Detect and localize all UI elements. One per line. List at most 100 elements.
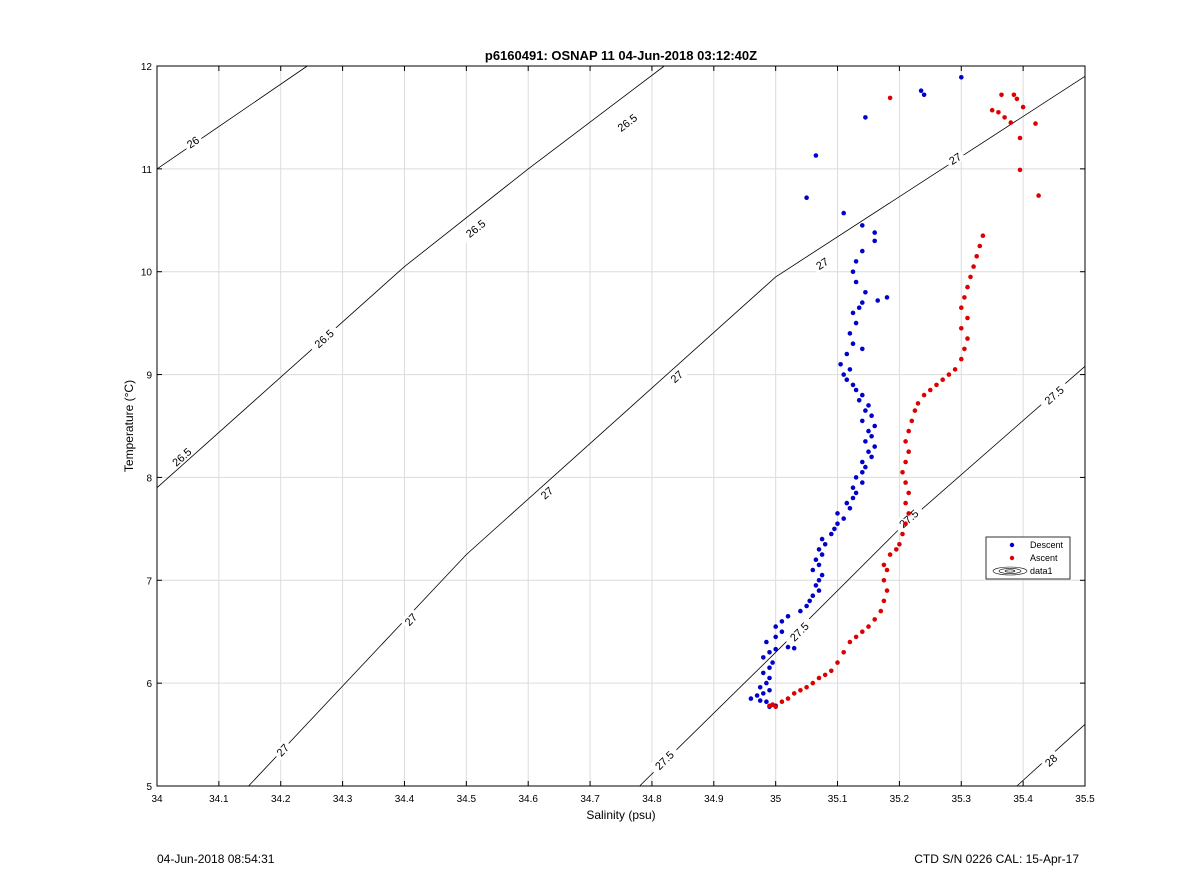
legend-data1-label: data1 (1030, 566, 1053, 576)
descent-point (860, 480, 865, 485)
x-tick-label: 34.9 (704, 794, 724, 805)
ascent-point (999, 92, 1004, 98)
contour-label: 26.5 (458, 213, 492, 244)
descent-point (872, 444, 877, 449)
ascent-point (841, 650, 846, 655)
descent-point (872, 423, 877, 429)
y-tick-label: 9 (146, 371, 152, 382)
ascent-point (906, 449, 911, 455)
descent-point (757, 698, 763, 703)
descent-point (850, 341, 856, 347)
ascent-point (847, 639, 853, 645)
y-tick-label: 10 (141, 268, 153, 279)
ascent-point (928, 387, 933, 393)
descent-point (860, 470, 865, 475)
descent-point (798, 608, 803, 614)
descent-point (853, 475, 859, 480)
descent-point (872, 238, 877, 244)
ascent-point (1008, 120, 1014, 125)
descent-point (921, 92, 927, 98)
contour-label: 27 (535, 481, 558, 504)
contour-label-bg (1037, 379, 1071, 411)
ascent-point (903, 459, 908, 465)
descent-point (863, 464, 868, 470)
ascent-point (909, 418, 915, 424)
descent-point (773, 646, 778, 652)
descent-point (813, 557, 819, 562)
ascent-point (965, 284, 970, 290)
y-tick-label: 5 (146, 782, 152, 793)
ascent-point (900, 531, 905, 537)
ascent-point (906, 490, 911, 496)
ascent-point (906, 511, 911, 516)
descent-point (844, 377, 850, 383)
x-axis-label: Salinity (psu) (586, 808, 655, 822)
descent-point (850, 269, 856, 275)
descent-point (804, 195, 809, 200)
ascent-point (912, 408, 918, 413)
x-tick-label: 34.6 (518, 794, 538, 805)
ascent-point (1002, 115, 1007, 120)
ascent-point (989, 107, 995, 113)
descent-point (853, 320, 859, 326)
x-tick-label: 34.5 (457, 794, 477, 805)
descent-point (767, 665, 772, 670)
ascent-point (1014, 96, 1020, 102)
descent-point (863, 408, 868, 413)
descent-point (816, 547, 822, 552)
ascent-point (946, 372, 952, 377)
ascent-point (903, 500, 908, 506)
data-points (748, 75, 1041, 710)
footer-timestamp: 04-Jun-2018 08:54:31 (157, 852, 275, 866)
descent-point (810, 567, 816, 573)
descent-point (835, 521, 840, 526)
contour-label: 27.5 (782, 615, 815, 648)
descent-point (761, 655, 766, 660)
ascent-point (798, 688, 803, 693)
ascent-point (853, 634, 859, 640)
descent-point (838, 362, 843, 367)
ascent-point (860, 629, 865, 634)
y-tick-label: 6 (146, 679, 152, 690)
chart-title: p6160491: OSNAP 11 04-Jun-2018 03:12:40Z (485, 48, 757, 63)
descent-point (860, 392, 865, 398)
ascent-point (903, 439, 908, 444)
contour-label: 27 (943, 147, 966, 169)
contour-label-bg (647, 744, 680, 776)
x-tick-label: 34 (151, 794, 163, 805)
descent-point (860, 300, 865, 305)
ascent-point (971, 264, 976, 269)
ascent-point (980, 233, 986, 238)
contour-label-bg (399, 608, 422, 631)
descent-point (754, 693, 760, 698)
descent-point (761, 670, 766, 676)
descent-point (767, 650, 772, 655)
contour-label-bg (610, 107, 644, 138)
ascent-point (1020, 104, 1026, 110)
x-tick-label: 35.2 (890, 794, 910, 805)
contour-label-text: 27 (947, 151, 964, 168)
ascent-point (959, 326, 964, 331)
x-tick-label: 35.1 (828, 794, 848, 805)
ascent-point (1036, 193, 1041, 198)
x-tick-label: 34.7 (580, 794, 600, 805)
descent-point (844, 351, 850, 357)
contour-label: 26 (181, 131, 204, 153)
descent-point (819, 536, 825, 542)
ascent-point (829, 668, 834, 674)
axis-ticks: 34 34.1 34.2 34.3 34.4 34.5 34.6 34.7 34.8 34.9 35… (141, 62, 1095, 805)
descent-point (860, 223, 865, 228)
descent-point (770, 660, 775, 665)
ascent-point (974, 253, 979, 259)
y-tick-label: 11 (142, 165, 153, 176)
descent-point (810, 593, 816, 598)
descent-point (847, 506, 853, 511)
y-tick-label: 8 (146, 473, 152, 484)
descent-point (869, 413, 874, 419)
ascent-point (965, 336, 970, 341)
descent-point (918, 88, 924, 93)
contour-label: 27 (810, 252, 833, 274)
ascent-point (779, 699, 785, 704)
descent-point (856, 305, 862, 311)
